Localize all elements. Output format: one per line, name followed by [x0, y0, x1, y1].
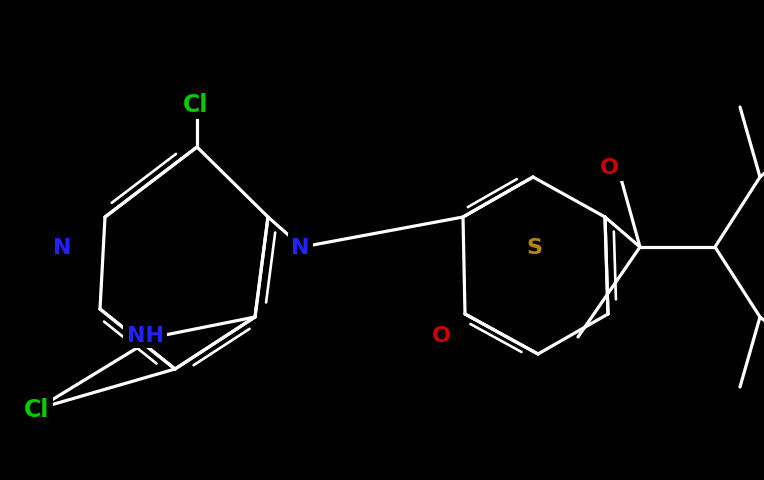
Text: NH: NH	[127, 325, 163, 345]
Text: O: O	[432, 325, 451, 345]
Text: N: N	[53, 237, 72, 257]
Text: S: S	[527, 237, 542, 257]
Text: Cl: Cl	[24, 397, 50, 421]
Text: O: O	[601, 158, 619, 178]
Text: Cl: Cl	[183, 93, 209, 117]
Text: N: N	[291, 237, 309, 257]
